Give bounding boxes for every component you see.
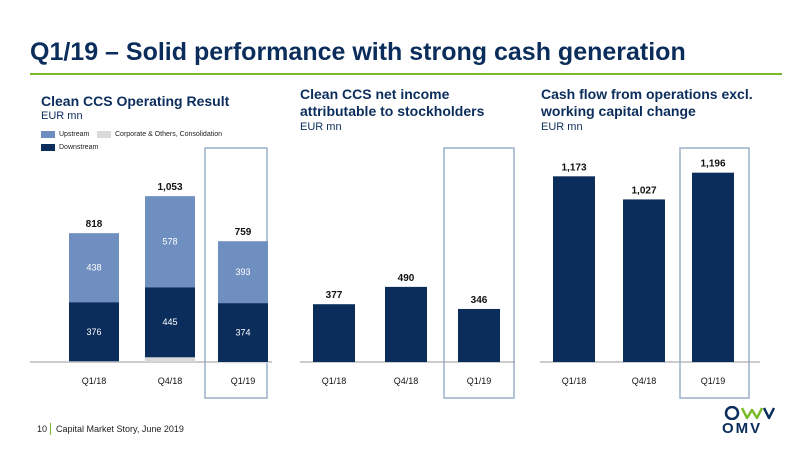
total-label: 818 [86, 219, 103, 230]
omv-logo-text: OMV [722, 420, 763, 437]
chart3-unit: EUR mn [541, 121, 583, 133]
x-tick-label: Q1/19 [467, 376, 492, 386]
bar-corporate-q1-19 [218, 362, 268, 364]
footer-separator [50, 423, 51, 435]
bar-q1-19 [692, 172, 734, 362]
value-label: 346 [471, 295, 488, 306]
chart2-highlight-box [443, 147, 515, 399]
legend-swatch-downstream [41, 144, 55, 151]
chart3-highlight-box [679, 147, 750, 399]
data-label-downstream: 374 [235, 328, 250, 338]
total-label: 1,053 [157, 182, 182, 193]
bar-q1-18 [553, 176, 595, 362]
legend-swatch-upstream [41, 131, 55, 138]
x-tick-label: Q1/19 [701, 376, 726, 386]
bar-upstream-q1-18 [69, 233, 119, 303]
x-tick-label: Q4/18 [394, 376, 419, 386]
value-label: 1,196 [700, 159, 725, 170]
x-tick-label: Q1/18 [82, 376, 107, 386]
chart3-title: Cash flow from operations excl. working … [541, 86, 753, 119]
bar-downstream-q1-18 [69, 302, 119, 362]
chart1-title: Clean CCS Operating Result [41, 93, 230, 109]
footer-text: Capital Market Story, June 2019 [56, 424, 184, 434]
legend-label-corporate: Corporate & Others, Consolidation [115, 131, 222, 138]
bar-q4-18 [623, 199, 665, 362]
title-divider [30, 73, 782, 75]
page-title: Q1/19 – Solid performance with strong ca… [30, 38, 686, 66]
bar-upstream-q4-18 [145, 196, 195, 288]
legend-label-upstream: Upstream [59, 131, 90, 138]
data-label-downstream: 445 [162, 317, 177, 327]
x-tick-label: Q1/18 [562, 376, 587, 386]
data-label-upstream: 578 [162, 237, 177, 247]
page-number: 10 [37, 424, 48, 434]
legend-item-upstream: Upstream [41, 131, 89, 138]
chart1-unit: EUR mn [41, 110, 83, 122]
data-label-upstream: 393 [235, 267, 250, 277]
x-tick-label: Q1/19 [231, 376, 256, 386]
legend-swatch-corporate [97, 131, 111, 138]
value-label: 1,027 [631, 185, 656, 196]
data-label-downstream: 376 [86, 327, 101, 337]
omv-logo-icon [724, 406, 776, 420]
bar-q4-18 [385, 286, 427, 362]
value-label: 377 [326, 290, 343, 301]
chart2-title: Clean CCS net income attributable to sto… [300, 86, 485, 119]
bar-downstream-q4-18 [145, 287, 195, 358]
bar-q1-18 [313, 304, 355, 362]
legend-item-downstream: Downstream [41, 144, 98, 151]
bar-corporate-q1-18 [69, 361, 119, 362]
bar-corporate-q4-18 [145, 357, 195, 362]
value-label: 490 [398, 273, 415, 284]
x-tick-label: Q1/18 [322, 376, 347, 386]
x-tick-label: Q4/18 [158, 376, 183, 386]
total-label: 759 [235, 227, 252, 238]
x-tick-label: Q4/18 [632, 376, 657, 386]
legend-label-downstream: Downstream [59, 144, 99, 151]
chart2-unit: EUR mn [300, 121, 342, 133]
data-label-upstream: 438 [86, 263, 101, 273]
bar-upstream-q1-19 [218, 241, 268, 304]
bar-downstream-q1-19 [218, 303, 268, 362]
bar-q1-19 [458, 308, 500, 362]
legend-item-corporate: Corporate & Others, Consolidation [97, 131, 222, 138]
value-label: 1,173 [561, 162, 586, 173]
